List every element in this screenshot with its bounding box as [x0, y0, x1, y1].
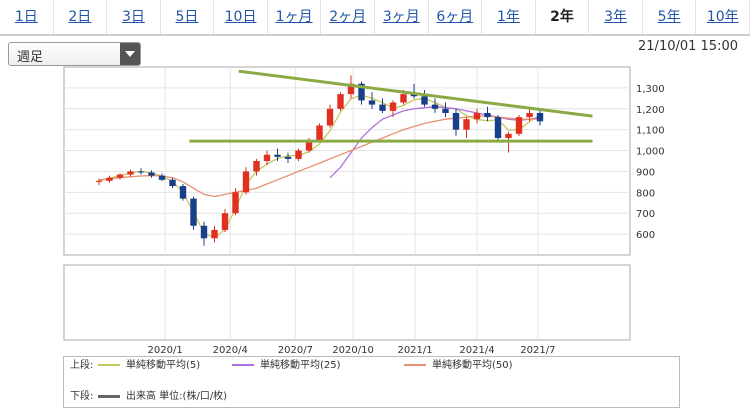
chart-legend: 上段: 単純移動平均(5) 単純移動平均(25) 単純移動平均(50) 下段: …: [63, 356, 680, 408]
ma50-swatch: [404, 364, 426, 366]
x-tick-label: 2020/7: [278, 345, 313, 356]
y-tick-label: 1,200: [636, 105, 665, 116]
legend-ma50-label: 単純移動平均(50): [432, 360, 513, 371]
period-tabs: 1日 2日 3日 5日 10日 1ヶ月 2ヶ月 3ヶ月 6ヶ月 1年 2年 3年 5年 10年: [0, 0, 750, 36]
candle-body: [368, 100, 376, 105]
candle-body: [106, 177, 113, 181]
y-tick-label: 1,300: [636, 84, 665, 95]
ma-line: [98, 115, 541, 198]
candle-body: [473, 112, 481, 120]
candle-body: [494, 117, 502, 139]
timestamp: 21/10/01 15:00: [638, 39, 738, 54]
tab-9[interactable]: 1年: [482, 0, 536, 34]
candle-body: [242, 171, 250, 193]
y-tick-label: 700: [636, 209, 655, 220]
ma5-swatch: [98, 364, 120, 366]
candle-body: [463, 119, 470, 130]
x-tick-label: 2020/4: [213, 345, 248, 356]
candle-body: [253, 161, 260, 172]
candle-body: [284, 156, 292, 159]
ma25-swatch: [232, 364, 254, 366]
x-tick-label: 2021/1: [397, 345, 432, 356]
volume-panel: [63, 264, 631, 341]
candle-body: [127, 171, 134, 175]
candle-body: [179, 186, 187, 199]
candle-body: [442, 108, 449, 113]
tab-5[interactable]: 1ヶ月: [268, 0, 322, 34]
period-select-value: 週足: [17, 50, 44, 65]
candle-body: [221, 213, 229, 230]
tab-8[interactable]: 6ヶ月: [429, 0, 483, 34]
tab-13[interactable]: 10年: [696, 0, 750, 34]
tab-2[interactable]: 3日: [107, 0, 161, 34]
y-tick-label: 600: [636, 230, 655, 241]
candle-body: [295, 150, 302, 159]
x-tick-label: 2020/10: [332, 345, 374, 356]
candle-body: [305, 140, 313, 151]
candle-body: [190, 198, 197, 226]
candle-body: [148, 172, 155, 176]
candle-body: [536, 112, 544, 122]
period-select[interactable]: 週足: [8, 42, 141, 66]
tab-0[interactable]: 1日: [0, 0, 54, 34]
candle-body: [452, 112, 460, 130]
legend-ma5-label: 単純移動平均(5): [126, 360, 201, 371]
candle-body: [337, 94, 344, 109]
legend-ma25: 単純移動平均(25): [232, 359, 341, 373]
x-tick-label: 2021/4: [459, 345, 494, 356]
candle-body: [421, 96, 428, 105]
candle-body: [169, 179, 176, 187]
trendline: [238, 69, 593, 118]
legend-ma5: 単純移動平均(5): [98, 359, 200, 373]
candle-body: [95, 180, 103, 182]
candle-body: [200, 225, 208, 239]
tab-1[interactable]: 2日: [54, 0, 108, 34]
candle-body: [137, 171, 145, 173]
x-tick-label: 2021/7: [520, 345, 555, 356]
candle-body: [316, 125, 323, 141]
legend-volume: 出来高 単位:(株/口/枚): [98, 390, 227, 404]
candle-body: [410, 94, 418, 97]
candle-body: [484, 112, 491, 118]
y-tick-label: 1,100: [636, 126, 665, 137]
candle-body: [116, 174, 124, 178]
legend-ma25-label: 単純移動平均(25): [260, 360, 341, 371]
candle-body: [515, 117, 523, 134]
y-tick-label: 1,000: [636, 147, 665, 158]
price-panel: [63, 66, 631, 256]
tab-11[interactable]: 3年: [589, 0, 643, 34]
legend-lower-label: 下段:: [70, 391, 94, 402]
legend-ma50: 単純移動平均(50): [404, 359, 513, 373]
candle-body: [431, 104, 439, 109]
tab-4[interactable]: 10日: [214, 0, 268, 34]
candle-body: [263, 154, 271, 161]
stock-chart: 600 700 800 900 1,000 1,100 1,200 1,300 2020/1 20…: [63, 66, 665, 356]
tab-12[interactable]: 5年: [643, 0, 697, 34]
candle-body: [400, 94, 407, 103]
volume-swatch: [98, 394, 120, 398]
tab-10[interactable]: 2年: [535, 0, 590, 34]
candle-body: [326, 108, 334, 126]
chevron-down-icon: [120, 43, 140, 65]
legend-volume-label: 出来高 単位:(株/口/枚): [126, 391, 228, 402]
candle-body: [505, 133, 512, 139]
y-tick-label: 900: [636, 167, 655, 178]
y-tick-label: 800: [636, 188, 655, 199]
candle-body: [158, 175, 166, 180]
candle-body: [232, 192, 239, 214]
candle-body: [379, 104, 386, 111]
tab-7[interactable]: 3ヶ月: [375, 0, 429, 34]
tab-6[interactable]: 2ヶ月: [321, 0, 375, 34]
candle-body: [358, 83, 365, 101]
candle-body: [389, 102, 397, 111]
candle-body: [211, 229, 218, 239]
candle-body: [347, 83, 355, 95]
candle-body: [274, 154, 281, 157]
candle-body: [526, 112, 533, 118]
tab-3[interactable]: 5日: [161, 0, 215, 34]
legend-upper-label: 上段:: [70, 360, 94, 371]
x-tick-label: 2020/1: [148, 345, 183, 356]
